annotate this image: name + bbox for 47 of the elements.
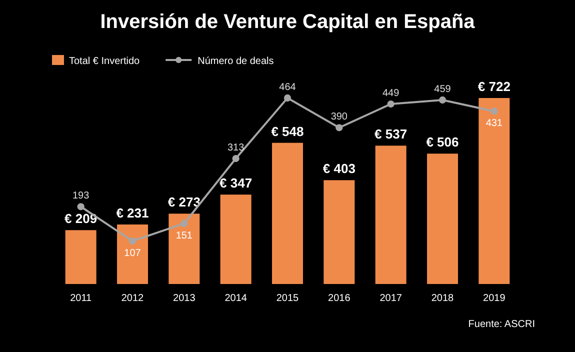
point bbox=[438, 96, 446, 104]
data-label: € 506 bbox=[426, 134, 459, 150]
data-label: 459 bbox=[434, 84, 452, 96]
x-tick-label: 2012 bbox=[121, 293, 144, 304]
data-label: 151 bbox=[176, 230, 193, 242]
chart-title: Inversión de Venture Capital en España bbox=[100, 11, 476, 33]
bar bbox=[220, 194, 252, 284]
x-tick-label: 2018 bbox=[431, 293, 454, 304]
data-label: 107 bbox=[124, 248, 142, 260]
data-label: € 403 bbox=[322, 161, 356, 176]
bar bbox=[272, 142, 303, 284]
data-label: € 537 bbox=[374, 126, 408, 142]
legend-label: Número de deals bbox=[198, 56, 274, 67]
x-tick-label: 2011 bbox=[70, 293, 92, 304]
point bbox=[336, 124, 343, 132]
point bbox=[128, 238, 136, 245]
data-label: 464 bbox=[279, 82, 296, 93]
point bbox=[180, 220, 188, 228]
x-tick-label: 2014 bbox=[224, 293, 248, 304]
x-tick-label: 2017 bbox=[380, 293, 402, 304]
source-note: Fuente: ASCRI bbox=[468, 319, 535, 330]
bar bbox=[324, 180, 355, 284]
point bbox=[387, 100, 394, 108]
data-label: 313 bbox=[227, 142, 245, 154]
x-tick-label: 2016 bbox=[328, 293, 351, 304]
x-tick-label: 2019 bbox=[483, 293, 506, 304]
point bbox=[490, 108, 498, 115]
x-tick-label: 2015 bbox=[276, 293, 300, 304]
bar bbox=[478, 98, 510, 284]
data-label: € 347 bbox=[220, 176, 252, 191]
point bbox=[77, 203, 84, 210]
bar bbox=[65, 230, 96, 284]
data-label: € 548 bbox=[271, 124, 304, 139]
data-label: 193 bbox=[72, 190, 90, 202]
bar bbox=[375, 146, 406, 284]
data-label: 431 bbox=[486, 118, 503, 130]
point bbox=[232, 154, 240, 162]
data-label: 390 bbox=[330, 112, 348, 123]
data-label: 449 bbox=[382, 88, 400, 100]
data-label: € 722 bbox=[478, 79, 510, 94]
bar bbox=[168, 214, 200, 284]
bar bbox=[117, 224, 148, 284]
point bbox=[284, 94, 292, 102]
data-label: € 231 bbox=[116, 205, 149, 220]
bar bbox=[427, 154, 458, 284]
legend-label: Total € Invertido bbox=[69, 56, 140, 67]
x-tick-label: 2013 bbox=[173, 293, 196, 304]
